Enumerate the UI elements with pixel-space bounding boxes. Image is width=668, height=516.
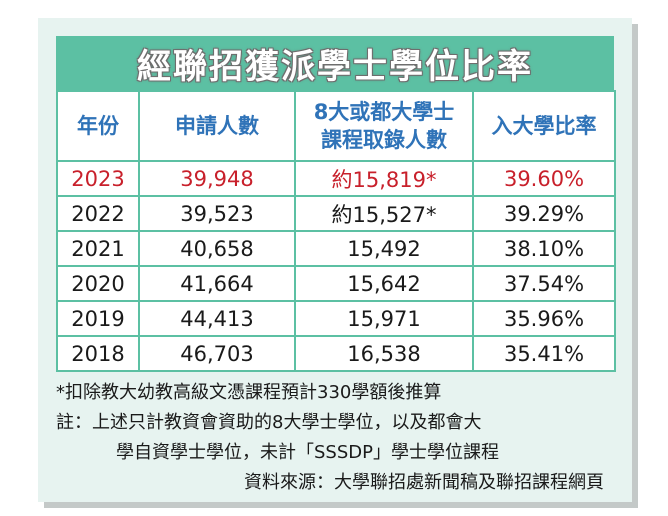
cell-rate: 39.60% <box>472 160 616 197</box>
cell-applicants: 39,948 <box>138 160 296 197</box>
footnote: *扣除教大幼教高級文憑課程預計330學額後推算 <box>56 382 442 403</box>
cell-admitted: 約15,819* <box>294 160 474 197</box>
table-row: 2021 40,658 15,492 38.10% <box>56 230 616 267</box>
cell-year: 2018 <box>56 335 140 372</box>
header-rate: 入大學比率 <box>472 90 616 162</box>
notes-section: *扣除教大幼教高級文憑課程預計330學額後推算 註：上述只計教資會資助的8大學士… <box>56 378 616 498</box>
table-row: 2019 44,413 15,971 35.96% <box>56 300 616 337</box>
header-admitted: 8大或都大學士 課程取錄人數 <box>294 90 474 162</box>
cell-admitted: 15,642 <box>294 265 474 302</box>
cell-rate: 37.54% <box>472 265 616 302</box>
cell-year: 2022 <box>56 195 140 232</box>
header-applicants: 申請人數 <box>138 90 296 162</box>
table-row: 2023 39,948 約15,819* 39.60% <box>56 160 616 197</box>
data-table: 年份 申請人數 8大或都大學士 課程取錄人數 入大學比率 2023 39,948 約… <box>56 90 616 372</box>
cell-year: 2019 <box>56 300 140 337</box>
cell-admitted: 15,492 <box>294 230 474 267</box>
cell-year: 2023 <box>56 160 140 197</box>
cell-rate: 35.41% <box>472 335 616 372</box>
cell-admitted: 15,971 <box>294 300 474 337</box>
cell-applicants: 44,413 <box>138 300 296 337</box>
cell-rate: 39.29% <box>472 195 616 232</box>
infographic-card: 經聯招獲派學士學位比率 年份 申請人數 8大或都大學士 課程取錄人數 入大學比率… <box>38 18 632 502</box>
cell-admitted: 約15,527* <box>294 195 474 232</box>
chart-title: 經聯招獲派學士學位比率 <box>137 46 533 87</box>
title-bar: 經聯招獲派學士學位比率 <box>56 36 614 90</box>
cell-rate: 35.96% <box>472 300 616 337</box>
remark-line-1: 註：上述只計教資會資助的8大學士學位，以及都會大 <box>56 412 482 433</box>
table-row: 2022 39,523 約15,527* 39.29% <box>56 195 616 232</box>
cell-rate: 38.10% <box>472 230 616 267</box>
remark-line-2: 學自資學士學位，未計「SSSDP」學士學位課程 <box>116 442 499 463</box>
table-body: 2023 39,948 約15,819* 39.60% 2022 39,523 約15,52… <box>56 160 616 372</box>
cell-applicants: 41,664 <box>138 265 296 302</box>
cell-year: 2021 <box>56 230 140 267</box>
cell-applicants: 46,703 <box>138 335 296 372</box>
table-header-row: 年份 申請人數 8大或都大學士 課程取錄人數 入大學比率 <box>56 90 616 162</box>
header-admitted-line2: 課程取錄人數 <box>321 128 447 152</box>
cell-applicants: 40,658 <box>138 230 296 267</box>
header-year: 年份 <box>56 90 140 162</box>
header-admitted-line1: 8大或都大學士 <box>313 100 455 124</box>
source-note: 資料來源：大學聯招處新聞稿及聯招課程網頁 <box>244 472 604 493</box>
table-row: 2018 46,703 16,538 35.41% <box>56 335 616 372</box>
cell-year: 2020 <box>56 265 140 302</box>
table-row: 2020 41,664 15,642 37.54% <box>56 265 616 302</box>
cell-applicants: 39,523 <box>138 195 296 232</box>
cell-admitted: 16,538 <box>294 335 474 372</box>
